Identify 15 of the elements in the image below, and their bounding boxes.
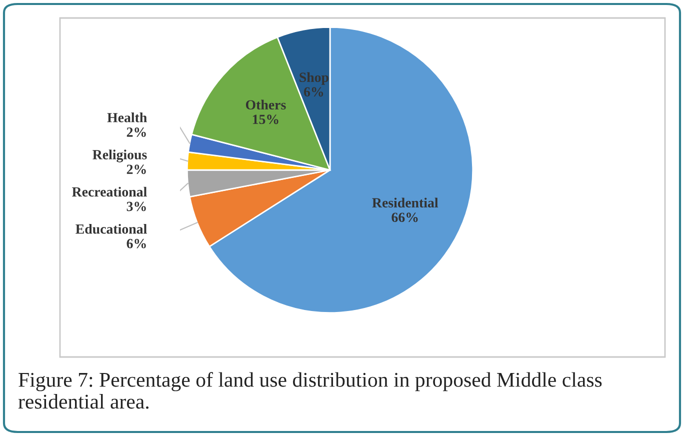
slice-label: Health (107, 112, 147, 122)
data-label: 3% (126, 202, 146, 212)
data-label: 2% (126, 127, 146, 137)
data-label: 66% (392, 212, 418, 222)
data-label: 15% (252, 114, 278, 124)
data-label: 2% (126, 164, 146, 174)
slice-label: Shop (300, 72, 328, 85)
slice-label: Others (246, 100, 286, 110)
slice-label: Residential (372, 198, 438, 208)
data-label: 6% (304, 87, 324, 97)
caption: Figure 7: Percentage of land use distribution in proposed Middle class residential area. (18, 372, 602, 409)
slice-label: Religious (92, 150, 147, 162)
slice-label: Educational (76, 224, 147, 234)
slice-label: Recreational (72, 186, 147, 197)
data-label: 6% (126, 238, 146, 248)
